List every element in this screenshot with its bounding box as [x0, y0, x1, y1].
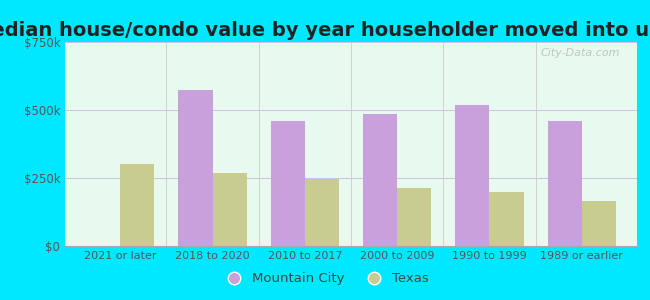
Bar — [363, 114, 397, 246]
Bar — [397, 188, 431, 246]
Bar — [213, 172, 247, 246]
Text: Median house/condo value by year householder moved into unit: Median house/condo value by year househo… — [0, 21, 650, 40]
Bar — [179, 90, 213, 246]
Legend: Mountain City, Texas: Mountain City, Texas — [216, 267, 434, 290]
Text: City-Data.com: City-Data.com — [540, 48, 620, 58]
Bar — [305, 178, 339, 246]
Bar — [582, 201, 616, 246]
Bar — [271, 121, 305, 246]
Bar — [455, 105, 489, 246]
Bar — [547, 121, 582, 246]
Bar — [489, 192, 523, 246]
Bar — [120, 164, 155, 246]
